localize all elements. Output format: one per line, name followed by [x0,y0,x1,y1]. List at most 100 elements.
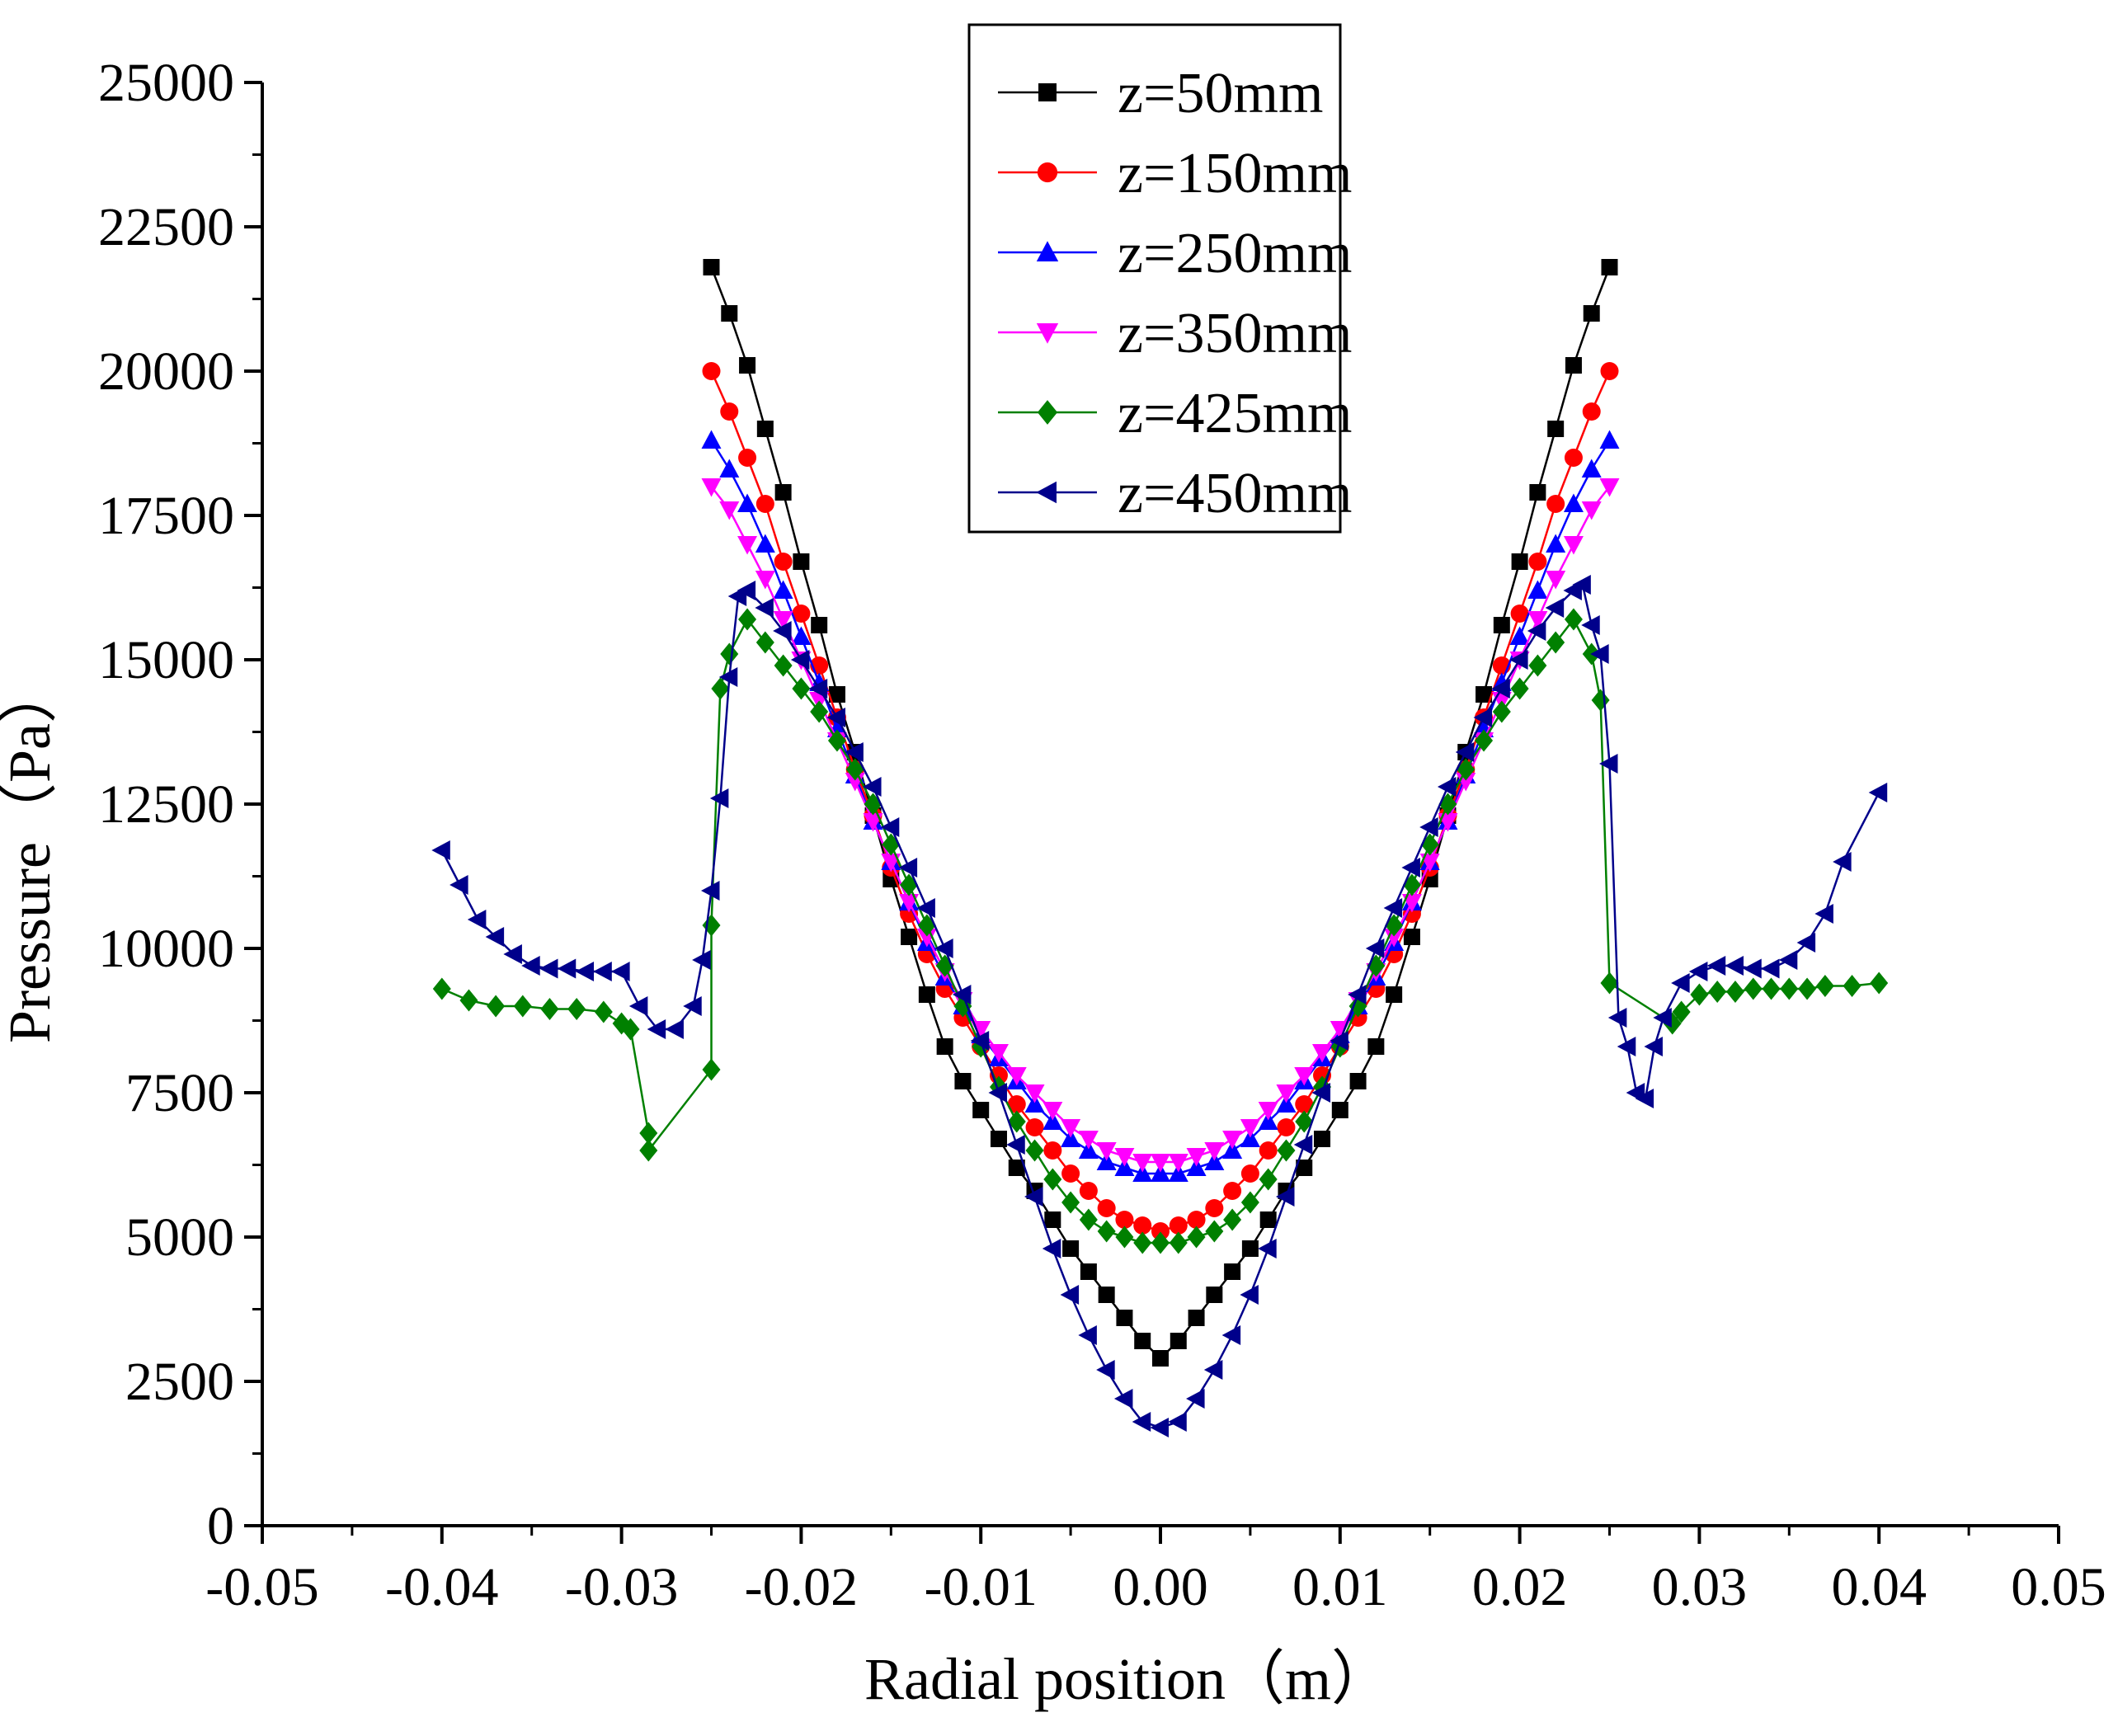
y-tick-label: 17500 [98,486,234,546]
data-point [1240,1164,1259,1183]
data-point [1078,1140,1099,1159]
data-point [1295,1110,1314,1133]
plot-area [431,259,1889,1437]
data-point [540,998,559,1020]
x-tick-label: -0.02 [745,1557,858,1617]
data-point [1581,459,1602,478]
data-point [954,1073,972,1089]
data-point [1043,1168,1062,1191]
data-point [1510,677,1529,700]
data-point [916,929,937,948]
data-point [1115,1226,1134,1249]
data-point [1295,1095,1314,1113]
legend-entry: z=425mm [998,382,1352,445]
data-point [701,430,722,449]
data-point [1572,575,1591,595]
data-point [901,929,918,945]
data-point [1491,679,1510,699]
data-point [811,617,828,633]
data-point [1078,1131,1099,1150]
data-point [1151,1163,1170,1182]
data-point [1258,1239,1277,1258]
data-point [1007,1095,1026,1113]
data-point [773,611,793,630]
data-point [1527,621,1546,641]
data-point [1600,972,1619,995]
data-point [513,995,532,1018]
data-point [1276,1094,1297,1113]
data-point [1582,402,1601,421]
data-point [1240,1191,1259,1214]
data-point [1403,929,1420,945]
data-point [639,1122,658,1145]
data-point [1240,1119,1260,1138]
data-point [1043,1102,1063,1121]
data-point [1132,1412,1151,1432]
data-point [1564,449,1583,467]
series-z-450mm [431,575,1888,1437]
data-point [738,608,757,631]
data-point [1223,1182,1242,1200]
data-point [720,402,739,421]
data-point [1581,501,1602,520]
data-point [1079,1208,1098,1231]
data-point [1259,1211,1277,1228]
y-tick-label: 25000 [98,53,234,113]
data-point [828,686,845,703]
data-point [1493,617,1510,633]
data-point [845,742,864,762]
data-point [810,700,829,723]
data-point [1025,1118,1044,1136]
data-point [1186,1148,1207,1167]
data-point [1547,421,1565,437]
data-point [1815,975,1834,997]
data-point [1690,983,1709,1006]
data-point [737,581,756,600]
x-tick-label: 0.03 [1652,1557,1748,1617]
data-point [918,986,935,1003]
data-point [1043,1111,1063,1130]
x-tick-label: -0.05 [205,1557,318,1617]
data-point [1080,1263,1097,1280]
data-point [1168,1154,1188,1173]
data-point [1169,1231,1188,1254]
data-point [711,677,730,700]
data-point [1798,977,1817,1000]
data-point [1384,929,1405,948]
data-point [1024,1094,1045,1113]
data-point [449,875,468,895]
data-point [1061,1119,1081,1138]
data-point [1476,686,1493,703]
data-point [1314,1131,1331,1147]
data-point [1599,754,1618,774]
data-point [1725,956,1744,976]
data-point [916,898,935,918]
data-point [1186,1157,1207,1176]
data-point [1151,1222,1170,1240]
data-point [1151,1154,1170,1173]
data-point [1583,305,1600,322]
data-point [1671,973,1690,993]
data-point [1276,1084,1297,1103]
legend-marker [1036,323,1059,344]
data-point [739,357,756,374]
data-point [1528,654,1547,677]
data-point [431,840,450,860]
data-point [1043,1141,1062,1160]
data-point [1473,708,1493,727]
data-point [628,996,648,1016]
x-axis-title: Radial position（m） [864,1646,1391,1712]
legend-entry: z=150mm [998,142,1352,205]
data-point [899,894,920,913]
data-point [1601,259,1618,275]
data-point [521,956,540,976]
data-point [1599,478,1620,497]
data-point [1725,981,1744,1003]
data-point [1206,1287,1223,1303]
data-point [1096,1151,1117,1170]
data-point [1096,1142,1117,1161]
data-point [1062,1240,1080,1257]
data-point [1419,817,1438,837]
data-point [1296,1160,1313,1176]
